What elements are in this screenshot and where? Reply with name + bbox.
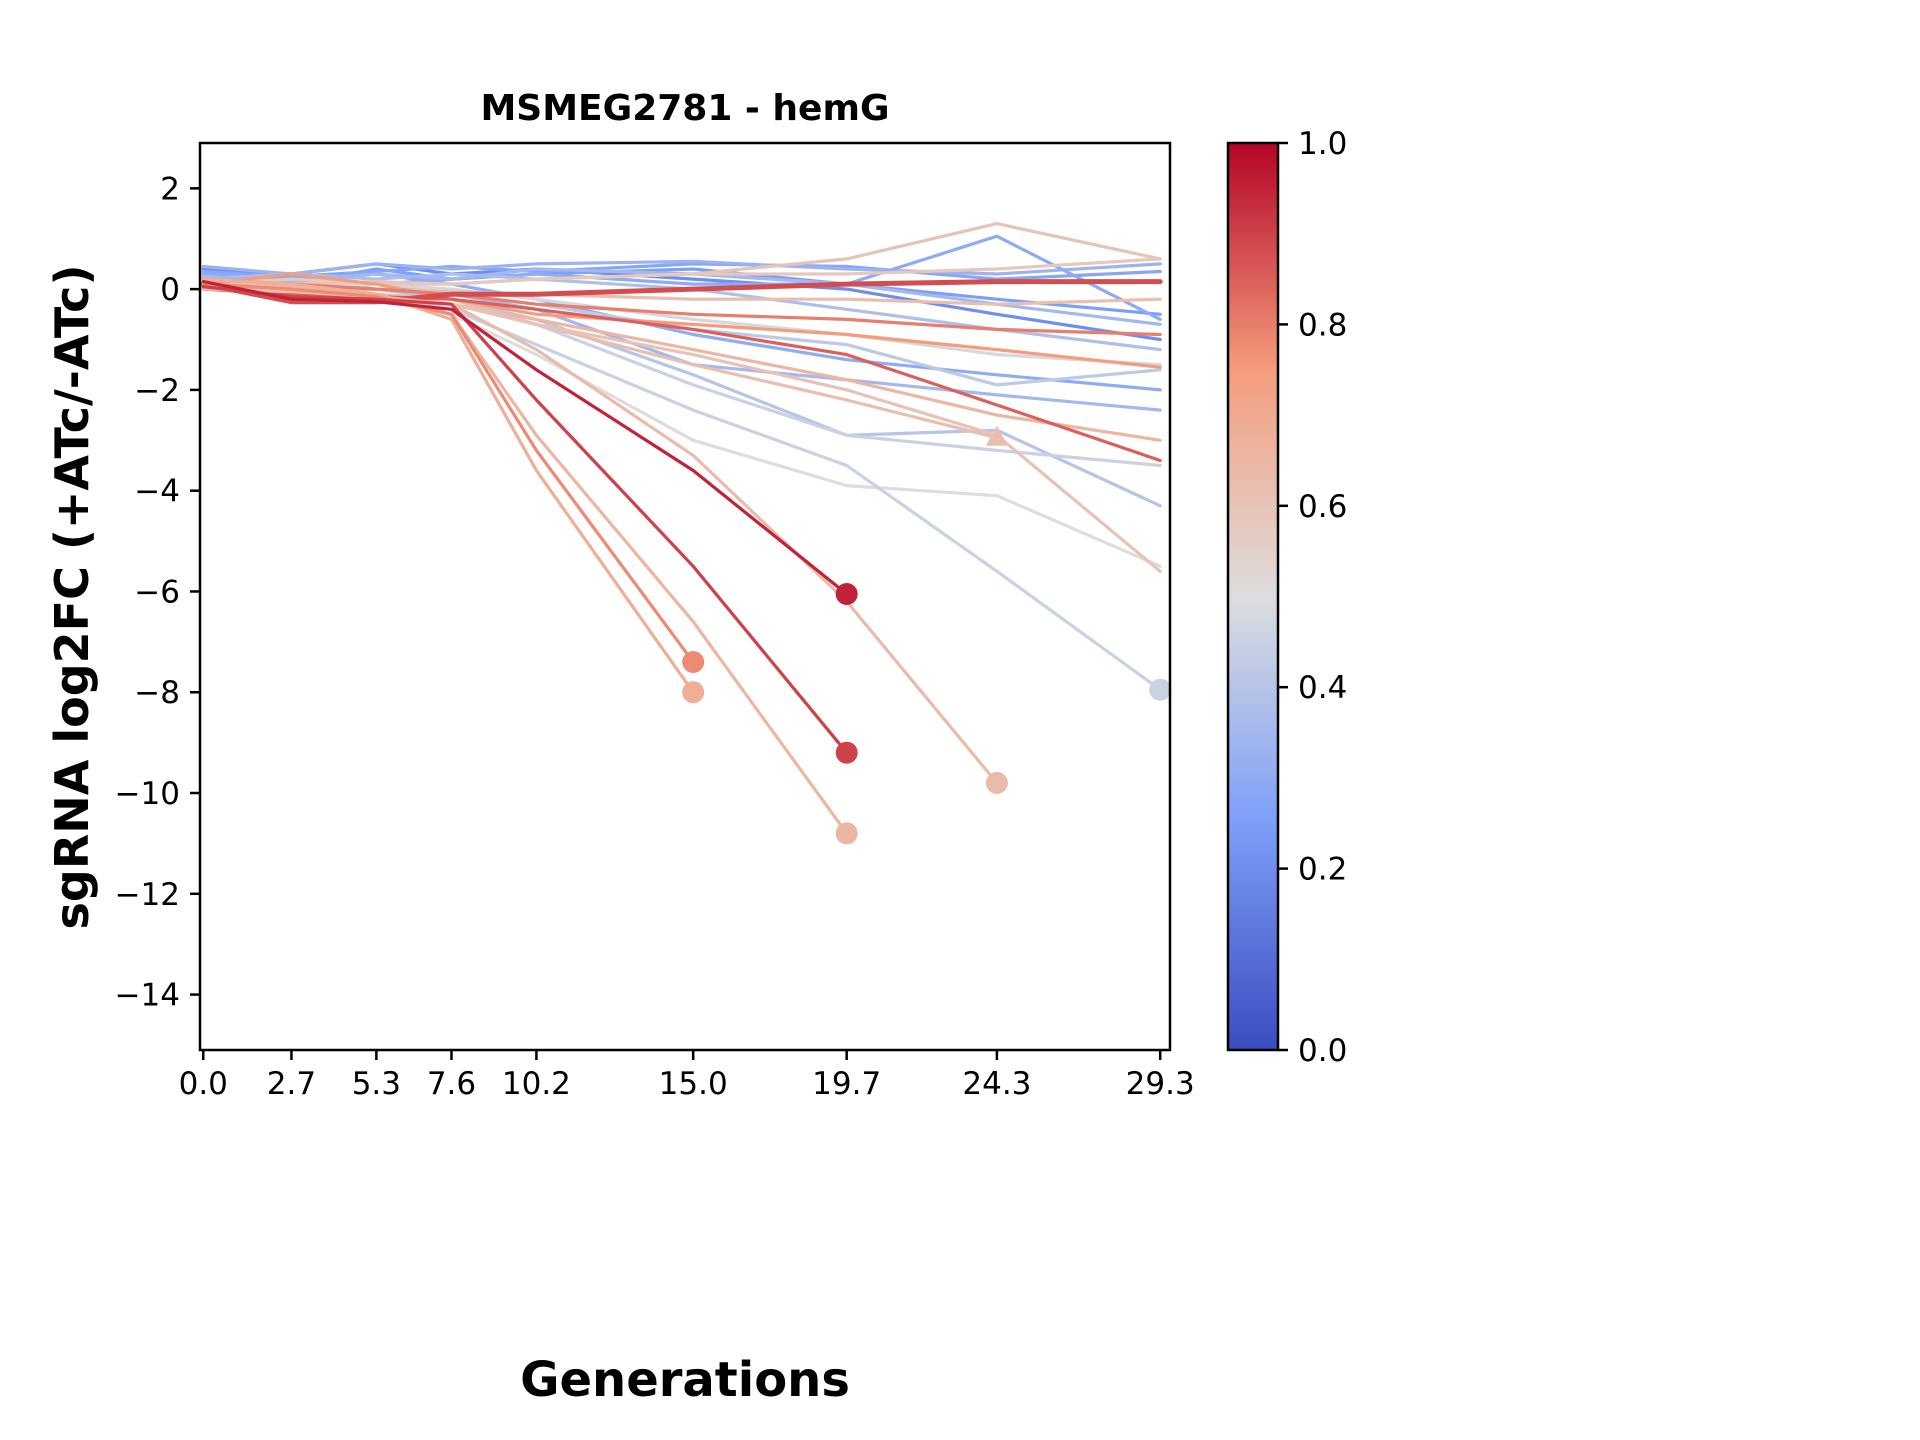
series-line: [201, 285, 1162, 442]
end-marker-circle: [835, 741, 858, 764]
x-tick-label: 0.0: [179, 1066, 228, 1102]
y-tick-label: 0: [160, 272, 180, 308]
x-tick-label: 7.6: [427, 1066, 476, 1102]
end-marker-circle: [1149, 678, 1172, 701]
colorbar-tick-label: 1.0: [1298, 126, 1347, 162]
series-line: [201, 280, 849, 596]
end-marker-circle: [985, 771, 1008, 794]
series-line: [201, 287, 1162, 463]
colorbar-tick-label: 0.8: [1298, 307, 1347, 343]
x-axis-label: Generations: [520, 1352, 850, 1408]
series-group: [200, 222, 1163, 835]
series-line: [201, 285, 849, 755]
series-line: [201, 287, 999, 785]
chart-title: MSMEG2781 - hemG: [480, 88, 890, 129]
y-axis-label: sgRNA log2FC (+ATc/-ATc): [45, 264, 99, 930]
y-tick-label: −4: [134, 474, 180, 510]
x-tick-label: 5.3: [352, 1066, 401, 1102]
colorbar: [1226, 141, 1280, 1052]
axes-box: [198, 141, 1172, 1052]
y-tick-label: −6: [134, 574, 180, 610]
x-tick-label: 19.7: [812, 1066, 881, 1102]
x-tick-label: 29.3: [1126, 1066, 1195, 1102]
x-tick-label: 24.3: [962, 1066, 1031, 1102]
x-tick-label: 2.7: [267, 1066, 316, 1102]
series-line: [201, 272, 1162, 369]
x-tick-label: 10.2: [502, 1066, 571, 1102]
x-tick-label: 15.0: [659, 1066, 728, 1102]
end-marker-triangle: [985, 425, 1008, 446]
series-line: [201, 259, 1162, 276]
y-tick-label: 2: [160, 171, 180, 207]
series-line: [201, 282, 1162, 692]
end-marker-circle: [682, 651, 705, 673]
y-tick-label: −14: [115, 978, 180, 1014]
end-marker-circle: [682, 681, 705, 704]
y-tick-label: −12: [115, 877, 180, 913]
series-line: [201, 257, 1162, 286]
y-tick-label: −8: [134, 675, 180, 711]
colorbar-tick-label: 0.0: [1298, 1033, 1347, 1069]
colorbar-tick-label: 0.4: [1298, 670, 1347, 706]
y-tick-label: −10: [115, 776, 180, 812]
colorbar-tick-label: 0.6: [1298, 489, 1347, 525]
end-marker-circle: [835, 583, 858, 605]
series-line: [200, 279, 1163, 305]
series-line: [201, 277, 1162, 337]
y-tick-label: −2: [134, 373, 180, 409]
end-marker-circle: [835, 822, 858, 845]
series-line: [201, 267, 1162, 326]
colorbar-tick-label: 0.2: [1298, 852, 1347, 888]
